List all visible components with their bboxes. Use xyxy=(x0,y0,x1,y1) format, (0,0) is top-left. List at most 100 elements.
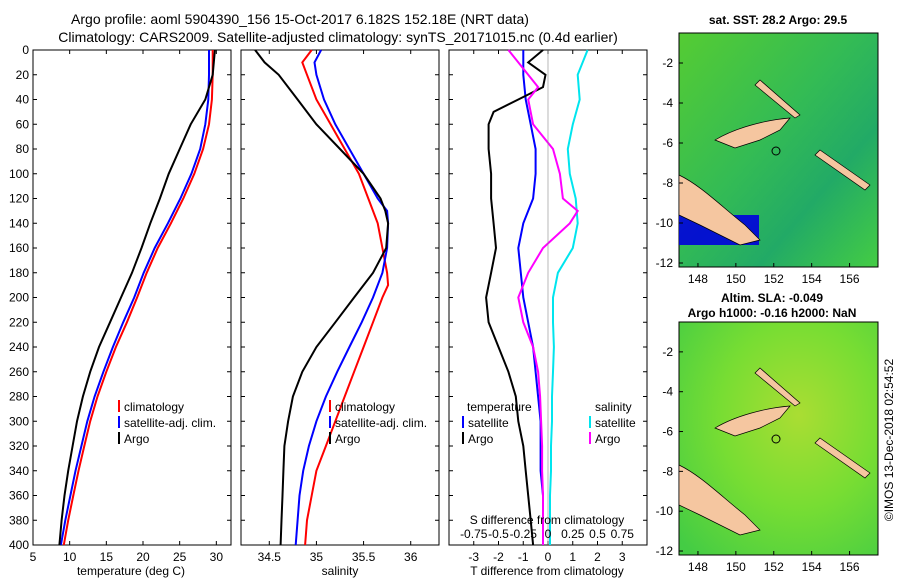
difference-plot: -3 -2 -1 0 1 2 3 -0.75 -0.5 -0.25 0 0.25 0.5 0.75 xyxy=(449,49,647,564)
map-x-tick-label: 148 xyxy=(688,272,708,286)
x-tick-label: 25 xyxy=(173,550,187,564)
depth-tick-label: 220 xyxy=(9,315,29,329)
map-x-tick-label: 148 xyxy=(688,560,708,574)
legend-argo: Argo xyxy=(124,432,150,446)
depth-tick-label: 160 xyxy=(9,241,29,255)
x-tick-label: 2 xyxy=(594,550,601,564)
series-line-t-argo xyxy=(485,49,547,546)
temperature-plot: 5 10 15 20 25 30 xyxy=(30,49,231,564)
sla-map-title: Altim. SLA: -0.049 xyxy=(721,291,823,305)
sla-map-field xyxy=(678,321,879,556)
x-tick-label: -2 xyxy=(493,550,504,564)
s-tick-label: -0.5 xyxy=(488,527,509,541)
series-line-s-argo xyxy=(507,49,580,545)
map-y-tick-label: -2 xyxy=(662,345,673,359)
s-tick-label: 0.5 xyxy=(589,527,606,541)
legend-temperature-heading: temperature xyxy=(467,400,532,414)
map-x-tick-label: 150 xyxy=(726,272,746,286)
depth-tick-label: 140 xyxy=(9,216,29,230)
x-tick-label: 36 xyxy=(404,550,418,564)
series-line-argo xyxy=(254,49,390,546)
series-line-climatology xyxy=(62,50,214,546)
sla-land-solomons xyxy=(814,437,871,479)
title-line-2: Climatology: CARS2009. Satellite-adjuste… xyxy=(58,29,618,45)
legend-satellite: satellite-adj. clim. xyxy=(335,416,427,430)
map-y-tick-label: -8 xyxy=(662,176,673,190)
s-tick-label: 0.75 xyxy=(611,527,635,541)
salinity-legend: climatology satellite-adj. clim. Argo xyxy=(329,400,427,446)
x-tick-label: 1 xyxy=(569,550,576,564)
map-y-tick-label: -10 xyxy=(656,504,674,518)
sst-land-solomons xyxy=(814,149,871,191)
x-tick-label: 34.5 xyxy=(258,550,282,564)
depth-tick-label: 400 xyxy=(9,538,29,552)
series-line-satellite-adj-clim- xyxy=(294,49,390,546)
s-tick-label: 0.25 xyxy=(561,527,585,541)
legend-s-satellite: satellite xyxy=(595,416,636,430)
temperature-xlabel: temperature (deg C) xyxy=(77,564,185,578)
x-tick-label: 20 xyxy=(136,550,150,564)
map-y-tick-label: -10 xyxy=(656,216,674,230)
sst-land-new-britain xyxy=(714,117,791,149)
map-y-tick-label: -8 xyxy=(662,464,673,478)
depth-tick-label: 300 xyxy=(9,414,29,428)
depth-tick-label: 180 xyxy=(9,266,29,280)
depth-tick-label: 40 xyxy=(16,93,30,107)
sla-map-axes: 148 150 152 154 156 -2 -4 -6 -8 -10 -12 xyxy=(656,345,860,574)
salinity-plot: 34.5 35 35.5 36 xyxy=(241,49,439,564)
temperature-legend: climatology satellite-adj. clim. Argo xyxy=(118,400,216,446)
map-x-tick-label: 150 xyxy=(726,560,746,574)
s-tick-label: -0.25 xyxy=(510,527,538,541)
map-y-tick-label: -4 xyxy=(662,385,673,399)
x-tick-label: 10 xyxy=(63,550,77,564)
s-diff-label: S difference from climatology xyxy=(470,513,625,527)
map-y-tick-label: -6 xyxy=(662,425,673,439)
series-line-argo xyxy=(58,49,216,546)
s-tick-label: -0.75 xyxy=(460,527,488,541)
depth-tick-label: 80 xyxy=(16,142,30,156)
sla-land-new-ireland xyxy=(754,367,801,407)
depth-tick-label: 120 xyxy=(9,192,29,206)
legend-salinity-heading: salinity xyxy=(595,400,632,414)
sla-map-subtitle: Argo h1000: -0.16 h2000: NaN xyxy=(688,306,857,320)
legend-climatology: climatology xyxy=(335,400,395,414)
sst-argo-marker xyxy=(771,146,781,156)
s-tick-label: 0 xyxy=(545,527,552,541)
legend-argo: Argo xyxy=(335,432,361,446)
legend-satellite: satellite-adj. clim. xyxy=(124,416,216,430)
series-line-climatology xyxy=(301,49,390,546)
depth-tick-label: 200 xyxy=(9,291,29,305)
series-line-satellite-adj-clim- xyxy=(59,50,210,546)
depth-tick-label: 260 xyxy=(9,365,29,379)
imos-watermark: ©IMOS 13-Dec-2018 02:54:52 xyxy=(882,359,896,522)
sst-land-new-guinea xyxy=(678,174,761,246)
depth-tick-label: 340 xyxy=(9,464,29,478)
map-x-tick-label: 152 xyxy=(764,560,784,574)
x-tick-label: 35 xyxy=(310,550,324,564)
sst-map-axes: 148 150 152 154 156 -2 -4 -6 -8 -10 -12 xyxy=(656,56,860,286)
depth-tick-label: 0 xyxy=(22,43,29,57)
sst-map-title: sat. SST: 28.2 Argo: 29.5 xyxy=(709,13,848,27)
x-tick-label: 3 xyxy=(619,550,626,564)
salinity-panel xyxy=(240,49,440,546)
legend-climatology: climatology xyxy=(124,400,184,414)
salinity-xlabel: salinity xyxy=(322,564,359,578)
depth-tick-label: 320 xyxy=(9,439,29,453)
depth-tick-label: 280 xyxy=(9,390,29,404)
map-y-tick-label: -4 xyxy=(662,96,673,110)
x-tick-label: 15 xyxy=(100,550,114,564)
depth-tick-label: 60 xyxy=(16,117,30,131)
x-tick-label: 30 xyxy=(210,550,224,564)
sla-land-new-britain xyxy=(714,405,791,437)
map-x-tick-label: 152 xyxy=(764,272,784,286)
map-x-tick-label: 156 xyxy=(840,272,860,286)
title-line-1: Argo profile: aoml 5904390_156 15-Oct-20… xyxy=(71,11,529,27)
series-line-t-satellite xyxy=(517,50,544,545)
difference-legend: temperature satellite Argo salinity sate… xyxy=(462,400,636,446)
sst-map: 148 150 152 154 156 -2 -4 -6 -8 -10 -12 xyxy=(656,32,879,286)
map-x-tick-label: 154 xyxy=(802,272,822,286)
sla-map: 148 150 152 154 156 -2 -4 -6 -8 -10 -12 xyxy=(656,321,879,574)
map-x-tick-label: 156 xyxy=(840,560,860,574)
